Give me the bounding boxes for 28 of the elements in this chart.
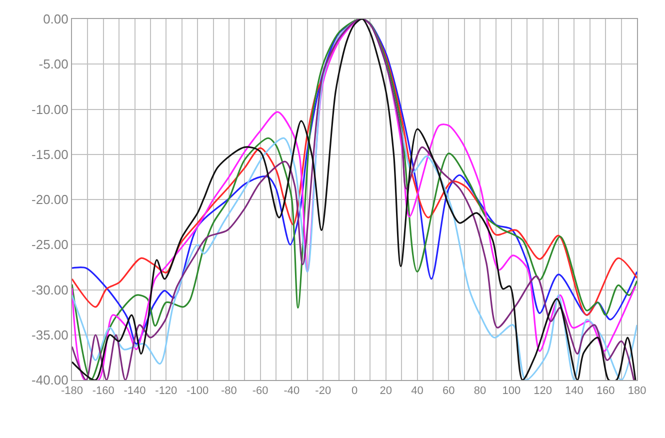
y-tick-label: -10.00 — [32, 102, 68, 117]
x-tick-label: 0 — [351, 385, 358, 398]
x-tick-label: 20 — [380, 385, 392, 398]
y-tick-label: -35.00 — [32, 327, 68, 342]
x-tick-label: -80 — [220, 385, 237, 398]
x-tick-label: -40 — [284, 385, 300, 398]
y-tick-label: 0.00 — [43, 12, 68, 27]
x-tick-label: 40 — [411, 385, 424, 398]
x-tick-label: 140 — [565, 385, 584, 398]
x-tick-label: -120 — [155, 385, 178, 398]
x-tick-label: -160 — [92, 385, 114, 398]
y-tick-label: -20.00 — [32, 192, 68, 208]
x-tick-label: 80 — [474, 385, 486, 398]
y-tick-label: -15.00 — [32, 146, 68, 162]
x-tick-label: -180 — [60, 385, 84, 398]
x-tick-label: -20 — [315, 385, 332, 398]
x-tick-label: 180 — [628, 385, 646, 398]
x-tick-label: 60 — [442, 385, 455, 398]
y-tick-label: -5.00 — [38, 56, 68, 72]
x-tick-label: -100 — [186, 385, 209, 398]
x-tick-label: -140 — [124, 385, 146, 398]
x-tick-label: -60 — [252, 385, 268, 398]
x-tick-label: 120 — [534, 385, 552, 398]
y-tick-label: -30.00 — [32, 282, 68, 298]
y-tick-label: -40.00 — [32, 372, 68, 388]
x-tick-label: 160 — [596, 385, 615, 398]
x-tick-label: 100 — [502, 385, 521, 398]
y-tick-label: -25.00 — [32, 237, 68, 252]
